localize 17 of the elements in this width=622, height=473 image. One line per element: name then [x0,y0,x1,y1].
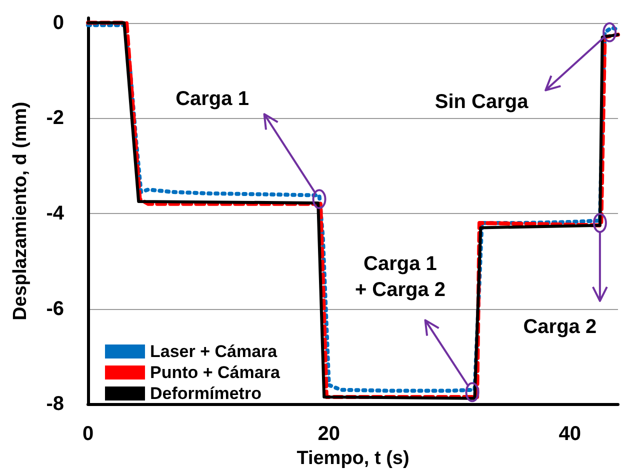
x-tick-label: 40 [558,423,581,446]
annotation: Carga 1 + Carga 2 [354,252,446,304]
annotation: Carga 1 [176,87,249,112]
y-tick-label: -4 [46,202,65,224]
legend-label: Deformímetro [150,384,262,403]
y-tick-label: -8 [46,393,64,416]
annotation: Carga 2 [523,314,597,340]
y-axis-title: Desplazamiento, d (mm) [10,102,31,320]
x-tick-label: 0 [82,423,94,446]
x-axis-title: Tiempo, t (s) [296,448,410,469]
y-tick-label: -6 [46,298,64,320]
annotation: Sin Carga [434,90,528,116]
y-tick-label: -2 [46,107,64,130]
legend-label: Laser + Cámara [150,342,278,361]
y-tick-label: 0 [52,12,64,34]
x-tick-label: 20 [318,423,340,446]
legend-label: Punto + Cámara [150,363,280,382]
